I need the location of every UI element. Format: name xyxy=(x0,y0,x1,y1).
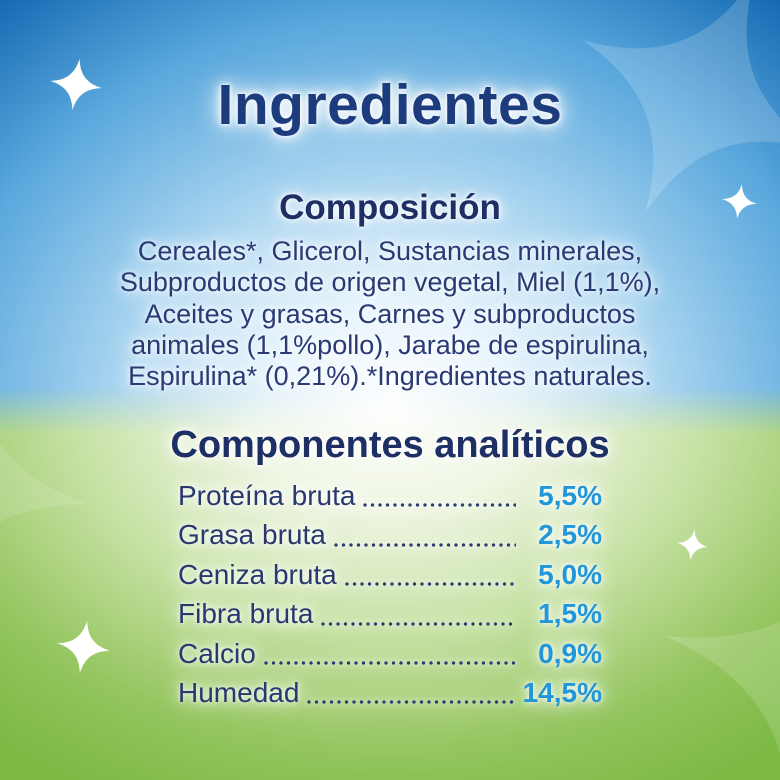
composition-text: Cereales*, Glicerol, Sustancias minerale… xyxy=(0,236,780,392)
row-label: Proteína bruta xyxy=(178,480,356,511)
table-row: Grasa bruta 2,5% xyxy=(178,519,602,558)
composition-line: animales (1,1%pollo), Jarabe de espiruli… xyxy=(131,329,649,360)
leader-dots xyxy=(344,582,516,587)
row-label: Humedad xyxy=(178,676,300,708)
sparkle-icon xyxy=(719,178,760,225)
leader-dots xyxy=(263,660,516,665)
composition-line: Subproductos de origen vegetal, Miel (1,… xyxy=(119,267,661,298)
table-row: Fibra bruta 1,5% xyxy=(178,598,602,637)
sparkle-icon xyxy=(46,49,107,121)
row-value: 5,5% xyxy=(538,480,602,511)
sparkle-icon xyxy=(519,0,780,286)
table-row: Ceniza bruta 5,0% xyxy=(178,559,602,598)
table-row: Calcio 0,9% xyxy=(178,638,602,677)
row-label: Fibra bruta xyxy=(178,598,314,630)
leader-dots xyxy=(307,700,516,705)
composition-line: Aceites y grasas, Carnes y subproductos xyxy=(144,298,636,329)
row-value: 1,5% xyxy=(538,598,602,630)
leader-dots xyxy=(363,503,516,508)
table-row: Proteína bruta 5,5% xyxy=(178,480,602,519)
sparkle-icon xyxy=(53,614,114,681)
row-label: Calcio xyxy=(178,637,256,669)
composition-line: Espirulina* (0,21%).*Ingredientes natura… xyxy=(128,361,652,392)
table-row: Humedad 14,5% xyxy=(178,677,602,716)
leader-dots xyxy=(333,542,516,547)
composition-line: Cereales*, Glicerol, Sustancias minerale… xyxy=(137,236,643,266)
leader-dots xyxy=(321,621,516,626)
row-value: 14,5% xyxy=(522,676,602,708)
row-value: 5,0% xyxy=(538,558,602,590)
page-title: Ingredientes xyxy=(217,73,563,137)
sparkle-icon xyxy=(675,525,711,565)
row-value: 2,5% xyxy=(538,519,602,551)
row-label: Ceniza bruta xyxy=(178,558,337,590)
row-label: Grasa bruta xyxy=(178,519,326,551)
analytical-heading: Componentes analíticos xyxy=(170,424,610,466)
analytical-table: Proteína bruta 5,5% Grasa bruta 2,5% Cen… xyxy=(178,480,602,716)
row-value: 0,9% xyxy=(538,637,602,669)
composition-heading: Composición xyxy=(279,188,501,227)
